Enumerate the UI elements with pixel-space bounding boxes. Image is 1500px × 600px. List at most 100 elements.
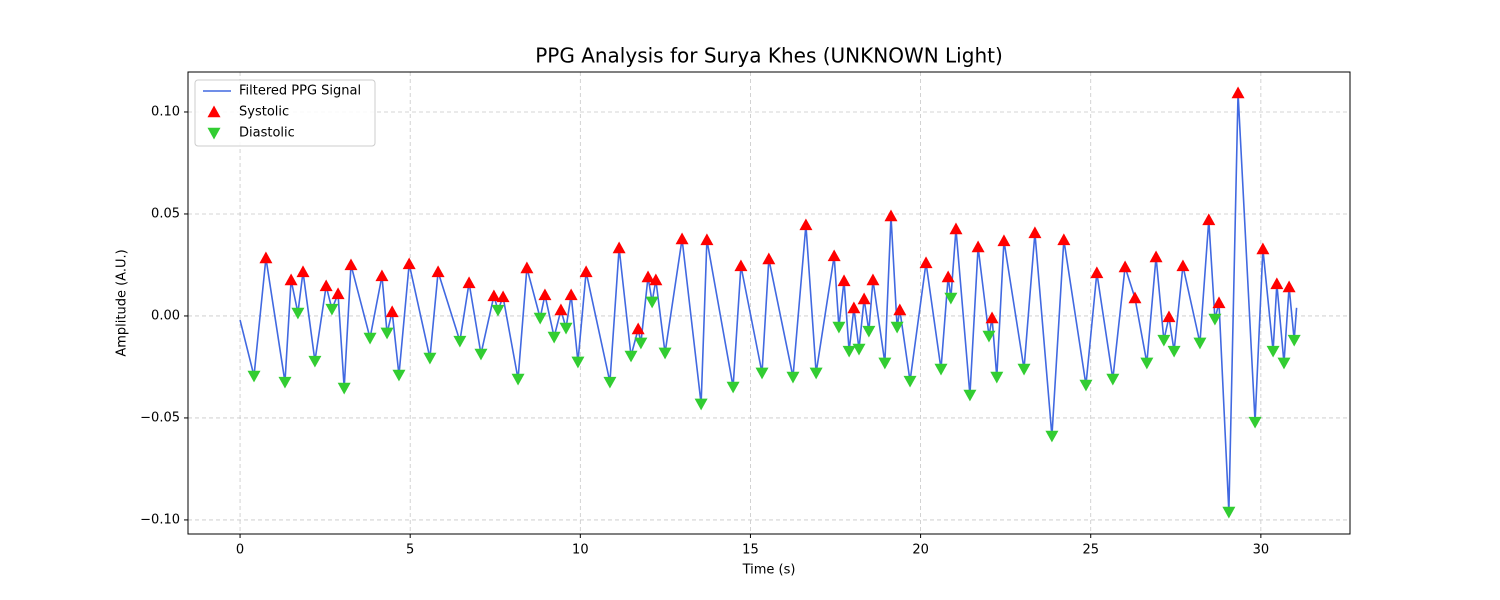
diastolic-marker (1222, 506, 1236, 519)
diastolic-marker (624, 350, 638, 363)
diastolic-marker (603, 376, 617, 389)
systolic-marker (919, 256, 933, 269)
diastolic-marker (325, 303, 339, 316)
diastolic-marker (511, 373, 525, 386)
diastolic-marker (1208, 313, 1222, 326)
systolic-marker (857, 292, 871, 305)
signal-line (239, 92, 1298, 513)
systolic-marker (866, 273, 880, 286)
y-tick-label: −0.10 (140, 512, 180, 527)
systolic-marker (641, 270, 655, 283)
systolic-marker (700, 233, 714, 246)
legend-label: Filtered PPG Signal (239, 84, 361, 99)
diastolic-marker (1277, 357, 1291, 370)
diastolic-marker (786, 371, 800, 384)
systolic-marker (1028, 226, 1042, 239)
systolic-marker (941, 270, 955, 283)
systolic-marker (564, 288, 578, 301)
diastolic-marker (1140, 357, 1154, 370)
systolic-marker (1270, 277, 1284, 290)
diastolic-marker (1193, 337, 1207, 350)
systolic-marker (554, 303, 568, 316)
chart-title: PPG Analysis for Surya Khes (UNKNOWN Lig… (535, 44, 1003, 68)
systolic-marker (296, 265, 310, 278)
systolic-marker (385, 305, 399, 318)
systolic-marker (631, 322, 645, 335)
systolic-marker (827, 249, 841, 262)
diastolic-marker (1157, 334, 1171, 347)
systolic-marker (1057, 233, 1071, 246)
diastolic-marker (1017, 363, 1031, 376)
diastolic-marker (634, 337, 648, 350)
diastolic-marker (990, 371, 1004, 384)
y-tick-label: −0.05 (140, 410, 180, 425)
x-tick-label: 5 (406, 543, 414, 558)
systolic-marker (893, 303, 907, 316)
diastolic-marker (1287, 334, 1301, 347)
legend-swatch (207, 105, 221, 118)
diastolic-marker (1045, 430, 1059, 443)
diastolic-marker (1079, 379, 1093, 392)
systolic-marker (520, 261, 534, 274)
diastolic-marker (1248, 416, 1262, 429)
systolic-marker (649, 273, 663, 286)
systolic-marker (1202, 213, 1216, 226)
systolic-marker (837, 274, 851, 287)
systolic-marker (762, 252, 776, 265)
systolic-marker (331, 287, 345, 300)
diastolic-marker (862, 325, 876, 338)
systolic-marker (1256, 242, 1270, 255)
systolic-marker (847, 301, 861, 314)
systolic-marker (1282, 280, 1296, 293)
diastolic-marker (809, 367, 823, 380)
systolic-marker (1118, 260, 1132, 273)
diastolic-marker (755, 367, 769, 380)
diastolic-marker (726, 381, 740, 394)
systolic-marker (496, 290, 510, 303)
systolic-marker (579, 265, 593, 278)
x-tick-label: 25 (1082, 543, 1099, 558)
systolic-marker (1231, 86, 1245, 99)
x-tick-label: 15 (742, 543, 759, 558)
diastolic-marker (291, 307, 305, 320)
legend-label: Systolic (239, 105, 289, 120)
systolic-marker (1149, 250, 1163, 263)
plot-frame (187, 71, 1351, 535)
systolic-marker (1162, 310, 1176, 323)
y-axis-label: Amplitude (A.U.) (115, 249, 130, 356)
diastolic-marker (423, 352, 437, 365)
systolic-marker (1176, 259, 1190, 272)
systolic-marker (1128, 291, 1142, 304)
diastolic-marker (890, 321, 904, 334)
diastolic-marker (453, 335, 467, 348)
diastolic-marker (547, 331, 561, 344)
y-tick-label: 0.05 (151, 206, 180, 221)
y-tick-label: 0.10 (151, 104, 180, 119)
diastolic-marker (571, 356, 585, 369)
diastolic-marker (559, 322, 573, 335)
diastolic-marker (963, 389, 977, 402)
diastolic-marker (852, 343, 866, 356)
systolic-marker (431, 265, 445, 278)
legend: Filtered PPG Signal Systolic Diastolic (194, 79, 376, 147)
systolic-marker (375, 269, 389, 282)
diastolic-marker (491, 304, 505, 317)
x-tick-label: 20 (912, 543, 929, 558)
diastolic-marker (842, 345, 856, 358)
x-tick-label: 0 (236, 543, 244, 558)
systolic-marker (971, 240, 985, 253)
diastolic-marker (278, 376, 292, 389)
systolic-marker (1090, 266, 1104, 279)
diastolic-marker (1106, 373, 1120, 386)
legend-box (194, 79, 376, 147)
systolic-marker (259, 251, 273, 264)
diastolic-marker (658, 347, 672, 360)
systolic-marker (799, 218, 813, 231)
diastolic-marker (1167, 345, 1181, 358)
systolic-marker (284, 273, 298, 286)
systolic-marker (538, 288, 552, 301)
x-tick-label: 30 (1253, 543, 1270, 558)
diastolic-marker (247, 370, 261, 383)
systolic-marker (402, 257, 416, 270)
